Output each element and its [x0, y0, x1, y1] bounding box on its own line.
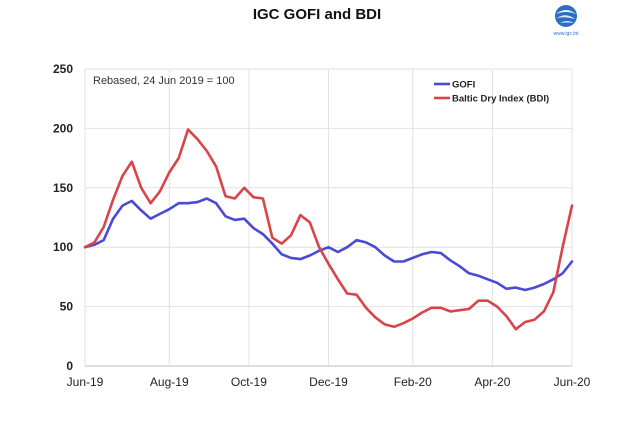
- y-tick-label: 0: [66, 359, 73, 373]
- x-tick-label: Jun-19: [67, 375, 104, 389]
- legend-label: Baltic Dry Index (BDI): [452, 94, 549, 105]
- x-tick-label: Dec-19: [309, 375, 348, 389]
- igc-globe-logo-icon: www.igc.int: [553, 5, 579, 37]
- y-tick-label: 150: [53, 181, 73, 195]
- y-tick-label: 250: [53, 62, 73, 76]
- chart-title: IGC GOFI and BDI: [252, 6, 382, 23]
- gofi-line: [83, 197, 574, 292]
- x-tick-label: Feb-20: [394, 375, 432, 389]
- bdi-line: [83, 128, 574, 331]
- y-tick-label: 50: [60, 300, 74, 314]
- axes: 0 50 100 150 200 250 Jun-19 Aug-19 Oct-19 Dec-19 F…: [53, 62, 591, 389]
- legend-label: GOFI: [452, 80, 475, 91]
- x-tick-label: Oct-19: [231, 375, 267, 389]
- gridlines: [84, 68, 573, 367]
- legend: GOFI Baltic Dry Index (BDI): [434, 80, 549, 105]
- y-tick-label: 100: [53, 240, 73, 254]
- igc-logo: www.igc.int: [548, 2, 584, 38]
- x-tick-label: Aug-19: [150, 375, 189, 389]
- y-tick-label: 200: [53, 121, 73, 135]
- series-lines: [83, 128, 574, 331]
- rebase-annotation: Rebased, 24 Jun 2019 = 100: [93, 75, 235, 87]
- x-tick-label: Jun-20: [554, 375, 591, 389]
- x-tick-label: Apr-20: [474, 375, 510, 389]
- logo-caption: www.igc.int: [553, 31, 579, 37]
